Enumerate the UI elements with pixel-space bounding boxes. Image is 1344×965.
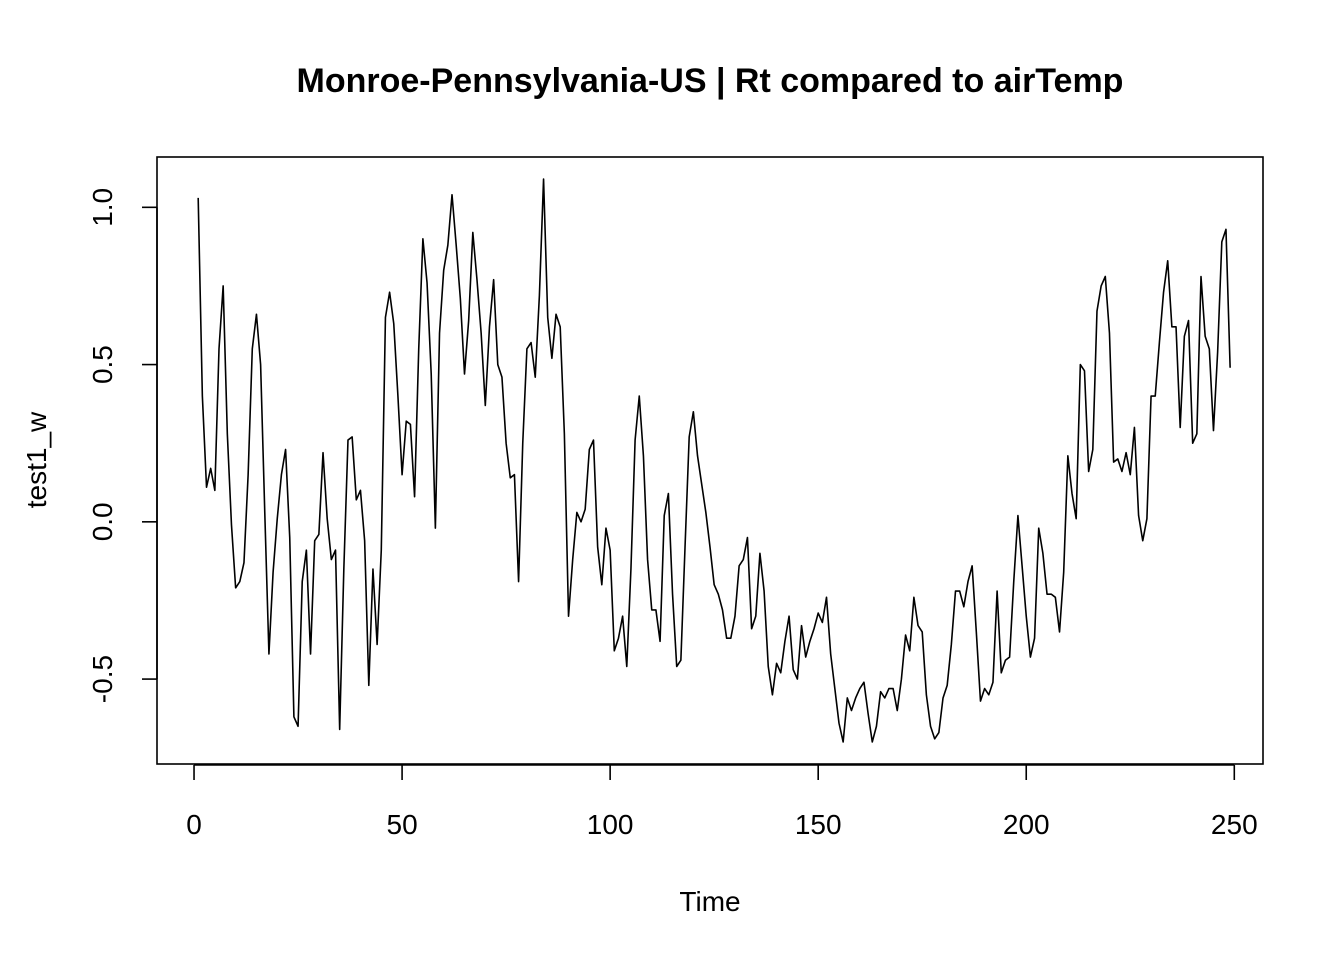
x-tick-label: 50: [387, 809, 418, 840]
x-tick-label: 100: [587, 809, 634, 840]
x-axis: 0 50 100 150 200 250: [186, 764, 1258, 840]
x-axis-label: Time: [679, 886, 740, 917]
x-tick-label: 250: [1211, 809, 1258, 840]
series-line: [197, 178, 1231, 743]
y-tick-label: -0.5: [87, 655, 118, 703]
x-tick-label: 0: [186, 809, 202, 840]
chart-title: Monroe-Pennsylvania-US | Rt compared to …: [297, 62, 1124, 100]
series-layer: [197, 178, 1231, 743]
y-tick-label: 1.0: [87, 188, 118, 227]
y-axis: -0.5 0.0 0.5 1.0: [87, 188, 158, 703]
x-tick-label: 150: [795, 809, 842, 840]
y-tick-label: 0.0: [87, 502, 118, 541]
y-tick-label: 0.5: [87, 345, 118, 384]
y-axis-label: test1_w: [21, 411, 52, 508]
x-tick-label: 200: [1003, 809, 1050, 840]
